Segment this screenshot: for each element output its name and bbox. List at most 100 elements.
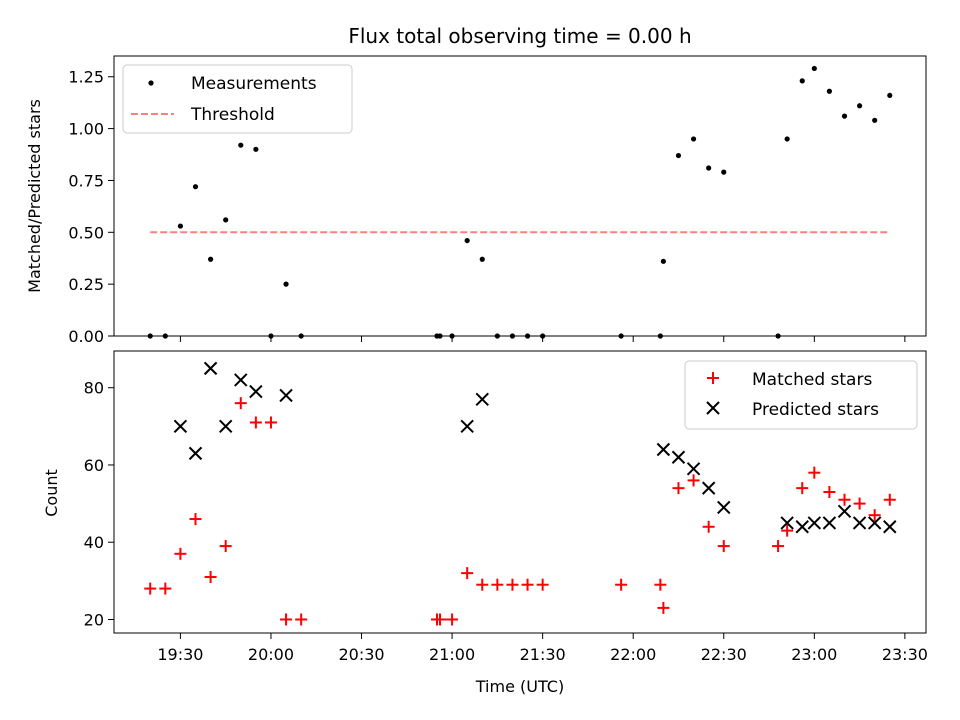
predicted-stars-point (234, 373, 248, 387)
predicted-stars-point (671, 450, 686, 464)
predicted-stars-point (852, 516, 867, 530)
y-tick-label: 80 (84, 379, 104, 398)
y-tick-label: 60 (84, 456, 104, 475)
measurement-point (721, 169, 727, 175)
measurement-point (826, 88, 833, 94)
predicted-stars-point (218, 419, 233, 434)
matched-stars-point (264, 416, 277, 429)
x-tick-label: 22:30 (701, 645, 747, 664)
measurement-point (660, 258, 666, 264)
matched-stars-point (295, 613, 308, 626)
predicted-stars-point (795, 520, 809, 534)
legend-measurements-label: Measurements (191, 74, 317, 94)
matched-stars-point (853, 497, 866, 510)
matched-stars-point (883, 493, 896, 506)
matched-stars-point (796, 482, 809, 495)
x-tick-label: 23:30 (882, 645, 928, 664)
matched-stars-point (536, 578, 549, 591)
chart-title: Flux total observing time = 0.00 h (348, 24, 691, 48)
y-tick-label: 1.25 (68, 68, 104, 87)
measurement-point (207, 256, 214, 262)
x-tick-label: 20:00 (248, 645, 294, 664)
bottom-plot-frame (113, 350, 927, 634)
top-y-axis-label: Matched/Predicted stars (25, 99, 44, 293)
matched-stars-point (717, 540, 730, 553)
predicted-stars-point (807, 516, 822, 530)
x-tick-label: 22:00 (610, 645, 656, 664)
bottom-y-ticks: 20 40 60 80 (84, 379, 114, 629)
matched-stars-point (521, 578, 534, 591)
matched-stars-point (234, 397, 247, 410)
y-tick-label: 0.25 (68, 275, 104, 294)
predicted-stars-point (656, 442, 671, 457)
matched-stars-point (868, 509, 881, 522)
matched-stars-point (781, 524, 794, 537)
bottom-y-axis-label: Count (42, 469, 61, 517)
x-tick-label: 19:30 (157, 645, 203, 664)
legend-matched-label: Matched stars (752, 370, 872, 390)
predicted-stars-point (822, 516, 837, 530)
predicted-stars-point (249, 384, 263, 399)
matched-stars-point (174, 547, 187, 560)
measurement-point (799, 78, 805, 84)
predicted-stars-point (837, 504, 852, 519)
legend-measurements-marker (148, 80, 154, 86)
legend-predicted-marker (706, 401, 720, 415)
measurement-point (706, 165, 712, 171)
measurement-point (479, 256, 485, 262)
matched-stars-point (189, 513, 202, 526)
predicted-stars-point (686, 462, 701, 476)
measurement-point (192, 184, 199, 190)
predicted-stars-point (279, 388, 293, 403)
top-legend-box (122, 64, 353, 134)
measurement-point (811, 65, 817, 72)
measurement-point (841, 113, 848, 119)
x-tick-label: 21:30 (520, 645, 566, 664)
matched-stars-point (506, 578, 519, 591)
x-tick-label: 23:00 (791, 645, 837, 664)
measurement-point (177, 223, 184, 229)
y-tick-label: 0.50 (68, 223, 104, 242)
matched-stars-point (476, 578, 489, 591)
bottom-panel: 20 40 60 80 19:30 20:00 20:30 21:00 21:30 22:00 2… (42, 350, 928, 696)
predicted-stars-point (867, 516, 882, 530)
predicted-stars-point (883, 520, 897, 534)
top-panel: 0.00 0.25 0.50 0.75 1.00 1.25 Matched/Predict… (25, 55, 927, 346)
predicted-stars-point (780, 516, 794, 530)
matched-stars-point (702, 520, 715, 533)
predicted-stars-point (717, 500, 731, 515)
y-tick-label: 1.00 (68, 120, 104, 139)
measurement-point (223, 217, 229, 223)
bottom-x-ticks: 19:30 20:00 20:30 21:00 21:30 22:00 22:30 23:00… (157, 633, 928, 664)
bottom-legend: Matched stars Predicted stars (684, 360, 918, 430)
matched-stars-point (491, 578, 504, 591)
predicted-stars-point (173, 419, 188, 434)
y-tick-label: 0.75 (68, 171, 104, 190)
matched-stars-point (615, 578, 628, 591)
matched-stars-point (654, 578, 667, 591)
measurement-point (887, 92, 893, 99)
measurement-point (690, 136, 697, 142)
predicted-stars-point (188, 446, 203, 461)
matched-stars-point (219, 540, 232, 553)
predicted-stars-point (701, 481, 716, 495)
legend-threshold-label: Threshold (190, 105, 275, 125)
matched-stars-point (434, 613, 447, 626)
measurement-point (238, 142, 244, 148)
bottom-legend-box (684, 360, 918, 430)
measurement-point (464, 237, 470, 244)
matched-stars-point (823, 486, 836, 498)
predicted-stars-point (460, 419, 474, 434)
y-tick-label: 40 (84, 533, 104, 552)
matched-stars-point (144, 582, 157, 595)
y-tick-label: 20 (84, 610, 104, 629)
matched-stars-point (808, 466, 821, 479)
legend-predicted-label: Predicted stars (752, 400, 879, 420)
y-tick-label: 0.00 (68, 327, 104, 346)
top-plot-frame (113, 55, 927, 337)
measurement-point (283, 281, 289, 287)
measurement-point (675, 152, 682, 159)
matched-stars-point (204, 570, 217, 583)
matched-stars-point (687, 474, 700, 487)
